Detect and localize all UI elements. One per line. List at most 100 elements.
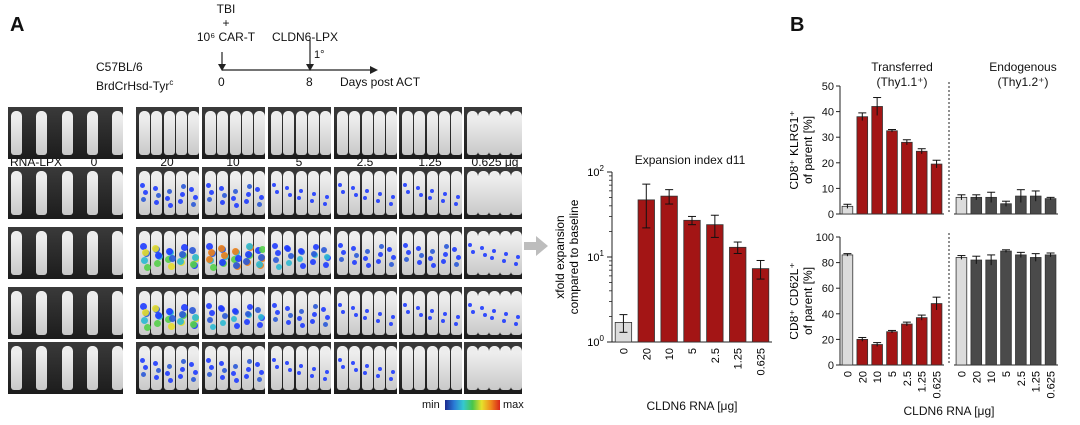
y-tick-label: 30	[822, 132, 834, 144]
bioluminescence-signal	[191, 377, 196, 382]
bioluminescence-signal	[143, 365, 148, 370]
x-tick-label: 0.625	[932, 371, 944, 399]
mouse-image	[467, 346, 478, 390]
bioluminescence-signal	[288, 368, 293, 372]
bioluminescence-signal	[288, 313, 294, 318]
bioluminescence-signal	[140, 183, 145, 188]
bioluminescence-signal	[272, 303, 277, 308]
mouse-image	[86, 346, 98, 390]
imaging-panel	[202, 227, 265, 279]
mouse-image	[414, 171, 426, 215]
bioluminescence-signal	[429, 249, 435, 254]
mouse-image	[163, 346, 175, 390]
y-tick-label: 0	[828, 209, 834, 220]
mouse-image	[271, 171, 282, 215]
imaging-panel	[464, 287, 522, 339]
bioluminescence-signal	[299, 263, 306, 269]
mouse-image	[283, 111, 295, 155]
timeline-axis-label: Days post ACT	[340, 75, 421, 89]
imaging-panel	[268, 167, 331, 219]
imaging-panel	[399, 107, 462, 159]
mouse-image	[283, 171, 295, 215]
mouse-image	[438, 346, 450, 390]
bioluminescence-signal	[222, 193, 228, 198]
mouse-image	[229, 346, 241, 390]
imaging-panel	[268, 287, 331, 339]
mouse-image	[271, 111, 282, 155]
bar	[660, 195, 678, 343]
imaging-panel	[334, 167, 397, 219]
mouse-image	[241, 231, 254, 275]
bioluminescence-signal	[231, 248, 239, 255]
mouse-image	[307, 291, 319, 335]
group-label-endogenous-line-1: Endogenous	[989, 60, 1057, 74]
bioluminescence-signal	[341, 250, 346, 255]
imaging-panel	[464, 227, 522, 279]
bioluminescence-signal	[338, 183, 342, 187]
bioluminescence-signal	[417, 260, 423, 265]
bioluminescence-signal	[311, 192, 316, 196]
mouse-image	[320, 291, 331, 335]
mouse-image	[414, 111, 426, 155]
bar	[856, 339, 869, 366]
bioluminescence-signal	[141, 372, 146, 377]
mouse-image	[36, 111, 48, 155]
bar	[856, 116, 869, 215]
mouse-image	[163, 291, 176, 335]
bioluminescence-signal	[190, 261, 197, 268]
bioluminescence-signal	[456, 315, 460, 319]
bioluminescence-signal	[389, 262, 394, 267]
bioluminescence-signal	[165, 308, 173, 315]
bioluminescence-signal	[177, 374, 183, 379]
bioluminescence-signal	[389, 377, 393, 381]
bioluminescence-signal	[375, 319, 380, 323]
bioluminescence-signal	[167, 203, 173, 208]
mouse-image	[151, 111, 163, 155]
bioluminescence-signal	[416, 186, 421, 190]
x-tick-label: 0	[618, 348, 630, 354]
bioluminescence-signal	[143, 190, 148, 195]
panel-a-letter: A	[10, 14, 25, 36]
bioluminescence-signal	[154, 320, 162, 327]
bioluminescence-signal	[165, 248, 173, 255]
bioluminescence-signal	[164, 196, 170, 201]
bar	[915, 150, 928, 215]
strain-label: C57BL/6 BrdCrHsd-Tyrc	[96, 60, 173, 94]
bioluminescence-signal	[309, 374, 314, 378]
bioluminescence-signal	[243, 374, 249, 379]
mouse-image	[361, 346, 373, 390]
bioluminescence-signal	[180, 359, 186, 364]
mouse-image	[151, 346, 163, 390]
bioluminescence-signal	[255, 187, 260, 192]
strain-superscript: c	[169, 78, 174, 87]
bioluminescence-signal	[362, 196, 367, 200]
mouse-image	[451, 111, 462, 155]
y-tick-label: 10	[822, 183, 834, 195]
mouse-image	[61, 231, 73, 275]
mouse-image	[229, 231, 242, 275]
bioluminescence-signal	[309, 259, 316, 265]
imaging-panel	[136, 167, 199, 219]
bioluminescence-signal	[442, 192, 447, 196]
mouse-image	[271, 231, 282, 275]
bioluminescence-signal	[480, 246, 484, 250]
bioluminescence-signal	[144, 324, 151, 331]
x-tick-label: 0.625	[756, 348, 768, 376]
y-tick-label: 20	[822, 334, 834, 346]
x-tick-label: 0	[956, 371, 968, 377]
mouse-image	[205, 291, 216, 335]
mouse-image	[217, 171, 229, 215]
bioluminescence-signal	[207, 372, 212, 377]
bioluminescence-signal	[222, 368, 228, 373]
mouse-image	[61, 111, 73, 155]
y-tick-label: 100	[816, 232, 834, 244]
colorbar	[445, 400, 500, 410]
imaging-panel	[399, 342, 462, 394]
mouse-image	[438, 111, 450, 155]
bioluminescence-signal	[377, 312, 382, 316]
bioluminescence-signal	[365, 263, 371, 268]
bioluminescence-signal	[502, 259, 506, 263]
imaging-panel	[202, 342, 265, 394]
y-tick-label: 102	[587, 164, 604, 179]
mouse-image	[426, 346, 438, 390]
